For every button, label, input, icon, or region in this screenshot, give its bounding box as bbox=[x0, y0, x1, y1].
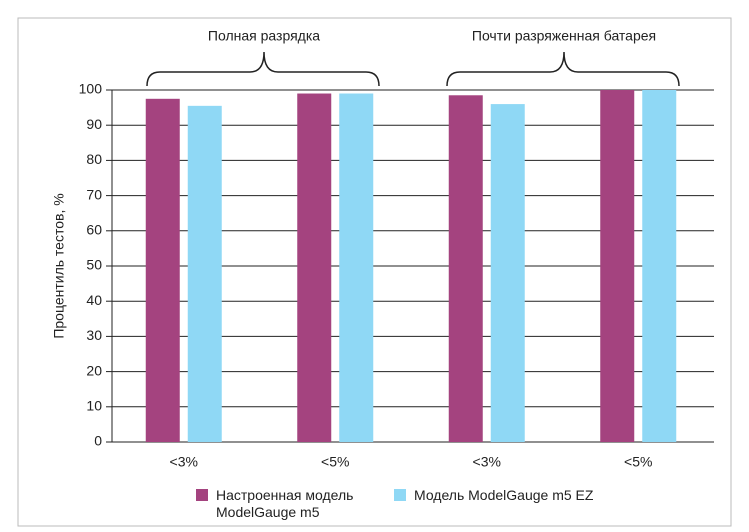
bar bbox=[297, 93, 332, 443]
y-tick-label: 0 bbox=[94, 433, 102, 449]
brace bbox=[446, 51, 680, 87]
y-tick-label: 100 bbox=[79, 81, 103, 97]
group-label: Почти разряженная батарея bbox=[472, 28, 656, 44]
legend-label: Настроенная модель ModelGauge m5 bbox=[216, 487, 354, 520]
bar bbox=[339, 93, 374, 443]
legend-swatch bbox=[196, 489, 208, 501]
bar bbox=[490, 104, 525, 442]
y-tick-label: 60 bbox=[86, 222, 102, 238]
bar bbox=[145, 98, 180, 443]
frame bbox=[17, 17, 732, 527]
x-tick-label: <3% bbox=[473, 454, 501, 470]
group-label: Полная разрядка bbox=[208, 28, 320, 44]
legend-label: Модель ModelGauge m5 EZ bbox=[414, 487, 594, 503]
x-tick-label: <5% bbox=[624, 454, 652, 470]
y-tick-label: 90 bbox=[86, 116, 102, 132]
y-tick-label: 30 bbox=[86, 327, 102, 343]
y-tick-label: 50 bbox=[86, 257, 102, 273]
bar bbox=[600, 90, 635, 442]
bar bbox=[448, 95, 483, 442]
x-tick-label: <5% bbox=[321, 454, 349, 470]
y-tick-label: 40 bbox=[86, 292, 102, 308]
bar bbox=[642, 90, 677, 442]
y-tick-label: 70 bbox=[86, 186, 102, 202]
bar bbox=[187, 105, 222, 442]
y-tick-label: 20 bbox=[86, 362, 102, 378]
legend-swatch bbox=[394, 489, 406, 501]
y-axis-label: Процентиль тестов, % bbox=[51, 193, 67, 338]
x-tick-label: <3% bbox=[170, 454, 198, 470]
brace bbox=[146, 51, 380, 87]
y-tick-label: 80 bbox=[86, 151, 102, 167]
y-tick-label: 10 bbox=[86, 398, 102, 414]
